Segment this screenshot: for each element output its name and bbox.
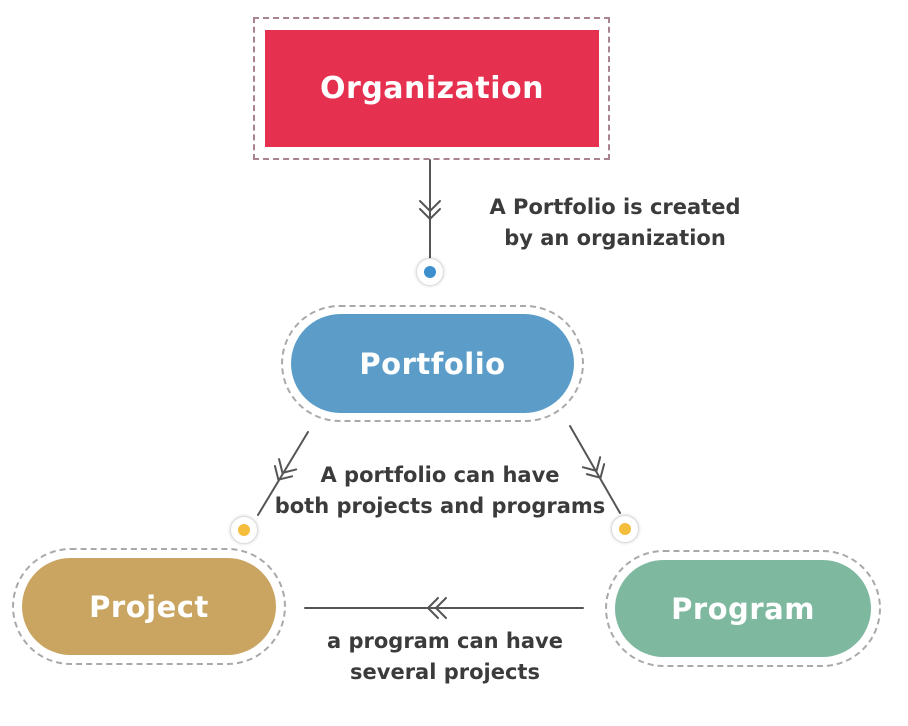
portfolio-node[interactable]: Portfolio <box>291 314 574 413</box>
port-portfolio-top <box>416 258 444 286</box>
project-node[interactable]: Project <box>22 558 276 655</box>
organization-label: Organization <box>320 71 544 106</box>
project-label: Project <box>89 589 209 624</box>
double-chevron-arrow-icon <box>273 458 298 481</box>
program-label: Program <box>671 591 815 626</box>
project-outline <box>12 548 286 665</box>
double-chevron-arrow-icon <box>419 200 441 221</box>
portfolio-label: Portfolio <box>359 346 506 381</box>
portfolio-outline <box>281 305 584 422</box>
organization-outline <box>253 17 610 160</box>
caption-portfolio-children: A portfolio can have both projects and p… <box>274 463 606 518</box>
port-program-top <box>611 515 639 543</box>
organization-node[interactable]: Organization <box>265 30 599 147</box>
program-node[interactable]: Program <box>615 560 871 657</box>
circle-dot-icon <box>619 523 631 535</box>
circle-dot-icon <box>238 524 250 536</box>
double-chevron-arrow-icon <box>581 456 606 480</box>
port-project-top <box>230 516 258 544</box>
circle-dot-icon <box>424 266 436 278</box>
program-outline <box>605 550 881 667</box>
double-chevron-arrow-icon <box>426 597 447 619</box>
caption-program-project: a program can have several projects <box>327 629 563 684</box>
caption-organization-portfolio: A Portfolio is created by an organizatio… <box>489 195 741 250</box>
